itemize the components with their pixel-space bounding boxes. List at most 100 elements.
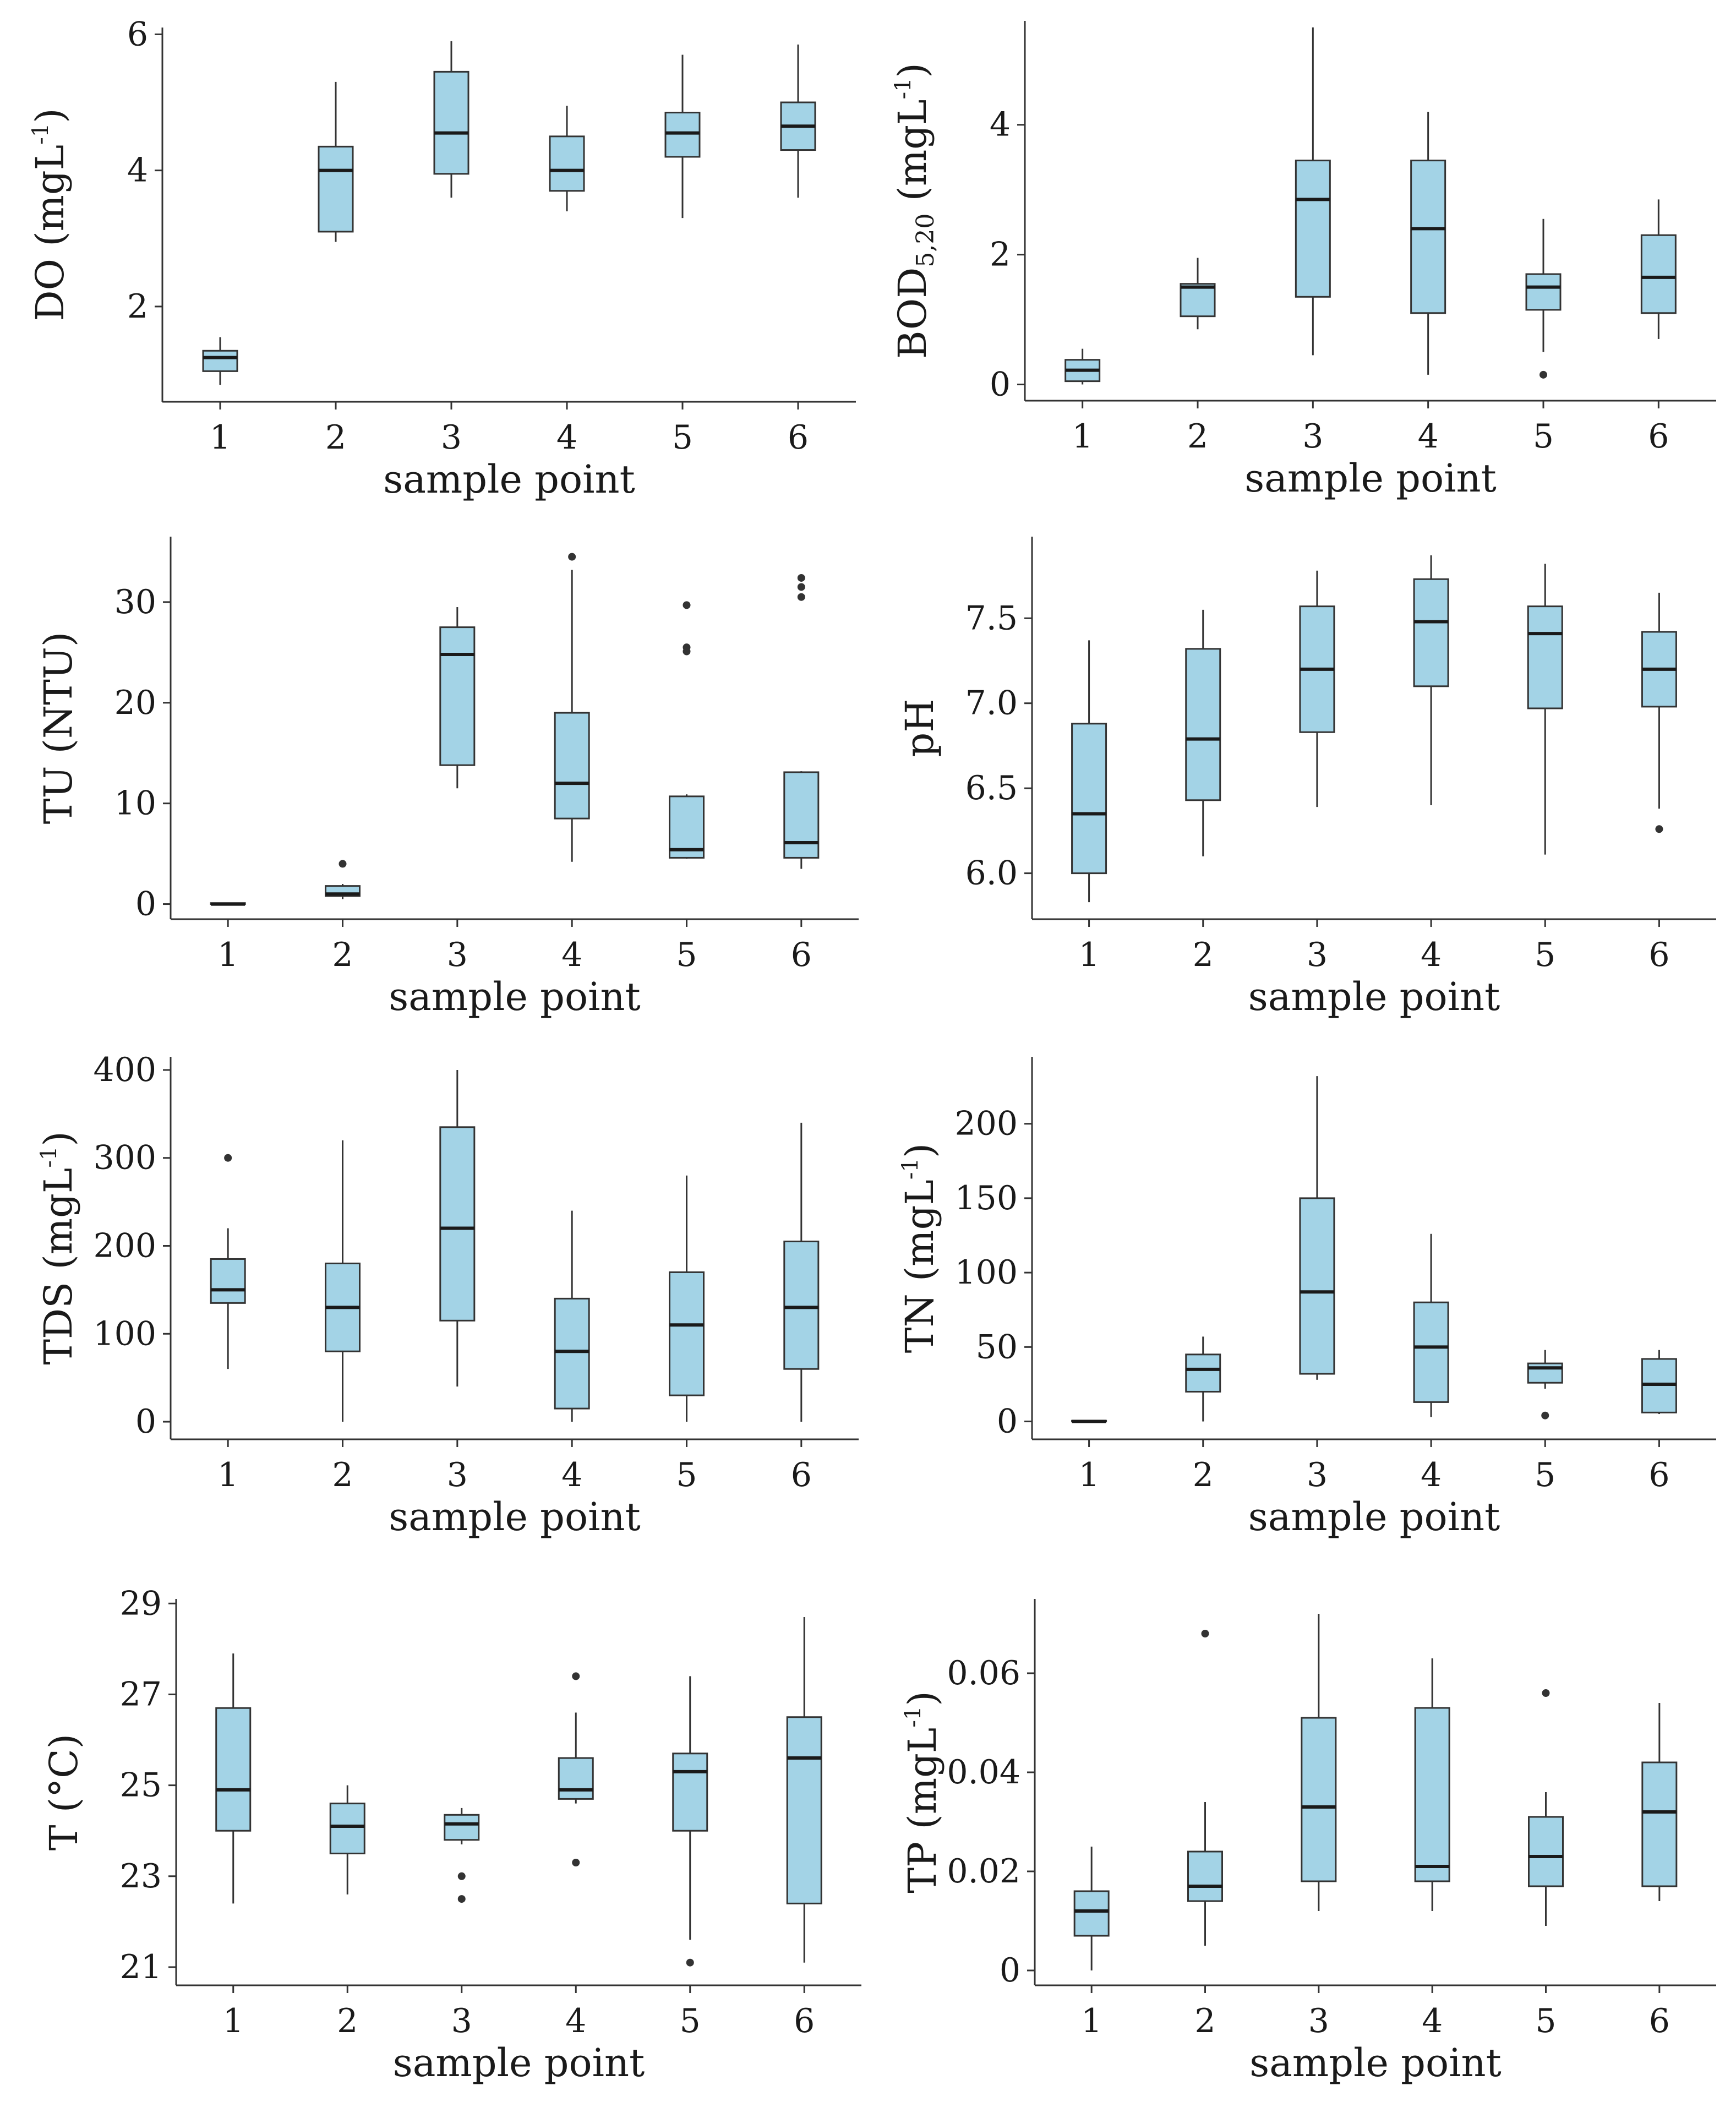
x-tick-label: 6 [794, 2002, 815, 2040]
x-tick-label: 6 [1648, 936, 1669, 974]
box [1185, 1353, 1221, 1393]
panel-bod: 0 2 4 1 2 3 4 5 6 sample point BOD5,20 (mgL-1) [890, 21, 1716, 501]
x-tick-label: 2 [1194, 2002, 1215, 2040]
box [669, 795, 705, 859]
y-tick-label: 0 [990, 365, 1011, 404]
box [783, 1241, 820, 1370]
x-tick-label: 1 [1081, 2002, 1102, 2040]
outlier-point [339, 860, 347, 868]
x-tick-label: 5 [1535, 1456, 1555, 1494]
box [210, 1258, 246, 1304]
outlier-point [457, 1895, 466, 1903]
outlier-point [797, 593, 805, 601]
x-tick-label: 3 [1307, 936, 1328, 974]
x-tick-label: 5 [1533, 417, 1554, 456]
box [1071, 723, 1107, 875]
y-tick-label: 200 [93, 1227, 156, 1265]
box [1525, 273, 1562, 311]
x-tick-label: 3 [451, 2002, 472, 2040]
y-tick-label: 7.0 [965, 684, 1018, 723]
box [669, 1271, 705, 1396]
y-tick-label: 2 [990, 236, 1011, 274]
x-tick-label: 6 [788, 418, 809, 457]
outlier-point [1542, 1689, 1550, 1697]
box [1527, 605, 1563, 709]
box [1073, 1890, 1110, 1937]
box [1414, 1707, 1450, 1882]
y-tick-label: 10 [114, 784, 156, 823]
x-tick-label: 6 [791, 936, 812, 974]
box [1187, 1850, 1223, 1902]
x-axis-title: sample point [389, 1494, 640, 1539]
y-tick-label: 0 [1000, 1951, 1020, 1990]
x-tick-label: 2 [337, 2002, 358, 2040]
x-tick-label: 3 [447, 936, 468, 974]
box [549, 135, 585, 192]
x-tick-label: 1 [1078, 1456, 1099, 1494]
y-axis-title: TDS (mgL-1) [36, 1131, 81, 1364]
x-tick-label: 2 [332, 1456, 353, 1494]
x-tick-label: 6 [1648, 1456, 1669, 1494]
y-tick-label: 0 [135, 885, 156, 924]
x-tick-label: 4 [565, 2002, 586, 2040]
y-tick-label: 0.02 [947, 1852, 1020, 1891]
x-tick-label: 3 [441, 418, 462, 457]
box [433, 70, 470, 175]
x-tick-label: 5 [680, 2002, 701, 2040]
y-tick-label: 25 [120, 1766, 162, 1805]
x-axis-title: sample point [393, 2040, 645, 2085]
y-axis-title: pH [897, 699, 942, 757]
x-tick-label: 2 [1187, 417, 1208, 456]
y-axis-title: BOD5,20 (mgL-1) [890, 63, 940, 359]
x-tick-label: 5 [672, 418, 693, 457]
y-tick-label: 6.0 [965, 854, 1018, 893]
x-tick-label: 1 [223, 2002, 244, 2040]
panel-do: 2 4 6 1 2 3 4 5 6 sample point DO (mgL-1) [28, 15, 856, 502]
y-tick-label: 0 [997, 1402, 1018, 1441]
y-axis-title: DO (mgL-1) [28, 108, 73, 321]
x-tick-label: 5 [1535, 2002, 1556, 2040]
box [1299, 1197, 1335, 1375]
panel-tu: 0 10 20 30 1 2 3 4 5 6 sample point TU (NTU) [36, 537, 859, 1019]
box [1641, 1761, 1678, 1887]
outlier-point [572, 1859, 580, 1867]
y-tick-label: 29 [120, 1584, 162, 1623]
box [558, 1757, 594, 1800]
box [554, 712, 590, 820]
x-tick-label: 1 [210, 418, 231, 457]
outlier-point [686, 1958, 694, 1967]
y-tick-label: 27 [120, 1675, 162, 1713]
outlier-point [1201, 1630, 1209, 1637]
panel-tn: 0 50 100 150 200 1 2 3 4 5 6 sample point TN (mgL-1) [897, 1057, 1716, 1539]
box [439, 1126, 476, 1322]
y-tick-label: 0.04 [947, 1753, 1020, 1792]
x-axis-title: sample point [389, 974, 640, 1019]
outlier-point [683, 643, 691, 652]
outlier-point [683, 601, 691, 609]
box [215, 1707, 252, 1832]
x-tick-label: 5 [676, 936, 697, 974]
x-axis-title: sample point [1248, 974, 1500, 1019]
panel-tds: 0 100 200 300 400 1 2 3 4 5 6 sample point TDS (mgL-… [36, 1051, 859, 1539]
box [1528, 1816, 1564, 1887]
x-tick-label: 3 [1302, 417, 1323, 456]
y-tick-label: 100 [93, 1314, 156, 1353]
y-tick-label: 400 [93, 1051, 156, 1089]
x-tick-label: 5 [676, 1456, 697, 1494]
x-tick-label: 5 [1535, 936, 1555, 974]
x-tick-label: 2 [332, 936, 353, 974]
x-tick-label: 2 [1193, 1456, 1214, 1494]
box [318, 145, 354, 233]
y-tick-label: 20 [114, 684, 156, 722]
x-tick-label: 4 [556, 418, 577, 457]
panel-tp: 0 0.02 0.04 0.06 1 2 3 4 5 6 sample point TP (mgL-1… [900, 1599, 1716, 2085]
x-axis-title: sample point [383, 457, 635, 502]
y-tick-label: 150 [954, 1179, 1018, 1217]
outlier-point [1541, 1411, 1549, 1419]
x-tick-label: 1 [1072, 417, 1093, 456]
box [786, 1716, 822, 1904]
y-tick-label: 6 [127, 15, 148, 53]
x-tick-label: 4 [1421, 936, 1442, 974]
